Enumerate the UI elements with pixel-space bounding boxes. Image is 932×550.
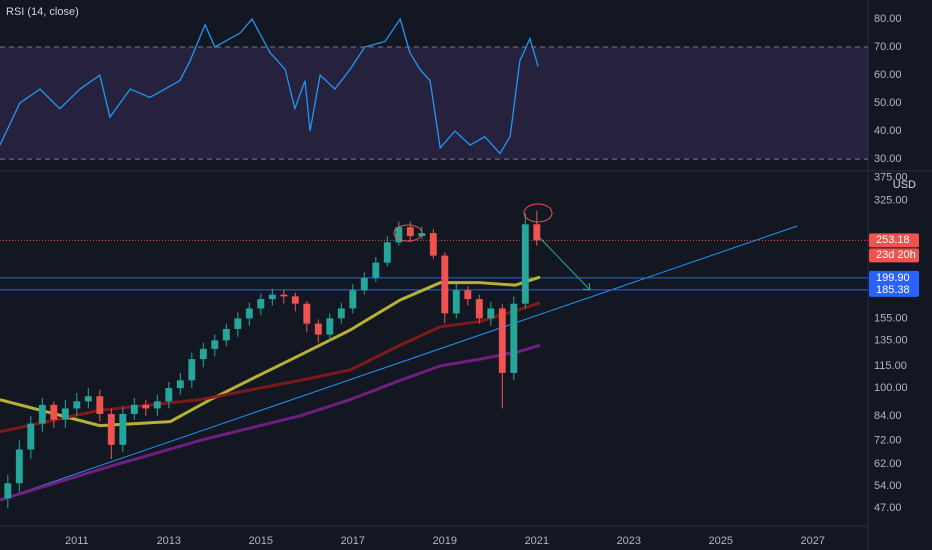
moving-average [0, 275, 541, 428]
currency-label: USD [893, 179, 916, 191]
x-tick-label: 2011 [65, 535, 89, 547]
candle-body [395, 227, 403, 243]
candle-body [349, 290, 357, 309]
price-tag [869, 270, 919, 285]
candle-body [441, 255, 449, 314]
x-tick-label: 2015 [249, 535, 273, 547]
candle-body [176, 380, 184, 389]
candle-body [4, 483, 12, 499]
candle-body [27, 423, 35, 450]
candle-body [50, 404, 58, 420]
candle-body [452, 290, 460, 314]
trendline [0, 225, 798, 501]
candle-body [165, 388, 173, 402]
candle-body [107, 413, 115, 445]
price-tag-label: 199.90 [876, 272, 910, 284]
annotation-arrow-head [582, 282, 591, 291]
y-tick-label: 155.00 [874, 312, 908, 324]
candle-body [188, 359, 196, 381]
indicator-title: RSI (14, close) [6, 6, 79, 18]
x-tick-label: 2021 [525, 535, 549, 547]
candle-body [464, 290, 472, 300]
candle-body [257, 299, 265, 309]
candle-body [130, 404, 138, 414]
y-tick-label: 100.00 [874, 382, 908, 394]
y-tick-label: 40.00 [874, 125, 902, 137]
candle-body [280, 294, 288, 297]
y-tick-label: 50.00 [874, 97, 902, 109]
candle-body [372, 262, 380, 278]
price-tag-label: 185.38 [876, 284, 910, 296]
candle-body [406, 227, 414, 237]
candle-body [533, 224, 541, 241]
y-tick-label: 325.00 [874, 195, 908, 207]
y-tick-label: 72.00 [874, 434, 902, 446]
x-tick-label: 2017 [341, 535, 365, 547]
countdown-label: 23d 20h [876, 249, 916, 261]
candle-body [142, 404, 150, 409]
candle-body [268, 294, 276, 300]
candle-body [498, 308, 506, 373]
candle-body [38, 404, 46, 424]
candle-body [153, 401, 161, 409]
plot: 30.00 40.00 50.00 60.00 70.00 80.00 47.00 54.00… [0, 13, 919, 547]
candle-body [61, 408, 69, 420]
y-tick-label: 70.00 [874, 41, 902, 53]
annotation-circle [523, 203, 553, 223]
x-tick-label: 2027 [801, 535, 825, 547]
price-tag [869, 282, 919, 297]
candle-body [245, 308, 253, 319]
y-tick-label: 54.00 [874, 480, 902, 492]
y-tick-label: 47.00 [874, 502, 902, 514]
y-tick-label: 60.00 [874, 69, 902, 81]
x-tick-label: 2025 [709, 535, 733, 547]
countdown-tag [869, 248, 919, 263]
y-tick-label: 30.00 [874, 153, 902, 165]
candle-body [314, 323, 322, 335]
candle-body [234, 318, 242, 330]
annotation-arrow [539, 237, 591, 291]
candle-body [487, 308, 495, 319]
x-tick-label: 2023 [617, 535, 641, 547]
candle-body [84, 396, 92, 402]
candle-body [211, 340, 219, 349]
candle-body [429, 233, 437, 256]
candle-body [303, 303, 311, 324]
annotation-circle [393, 224, 423, 242]
y-tick-label: 115.00 [874, 360, 907, 372]
price-tag [869, 233, 919, 248]
candle-body [119, 413, 127, 445]
candle-body [337, 308, 345, 319]
candle-body [199, 348, 207, 360]
y-tick-label: 135.00 [874, 334, 908, 346]
price-tag-label: 253.18 [876, 234, 910, 246]
candle-body [521, 224, 529, 304]
candle-body [96, 396, 104, 414]
candle-body [222, 329, 230, 341]
x-tick-label: 2019 [433, 535, 457, 547]
candle-body [360, 277, 368, 291]
candle-body [510, 303, 518, 373]
x-tick-label: 2013 [157, 535, 181, 547]
rsi-line [0, 17, 539, 155]
y-tick-label: 375.00 [874, 172, 908, 184]
y-tick-label: 62.00 [874, 458, 902, 470]
y-tick-label: 84.00 [874, 410, 902, 422]
candle-body [291, 296, 299, 304]
candle-body [15, 449, 23, 484]
candle-body [326, 318, 334, 335]
y-tick-label: 80.00 [874, 13, 902, 25]
candle-body [73, 401, 81, 409]
candle-body [475, 299, 483, 319]
candle-body [383, 242, 391, 263]
